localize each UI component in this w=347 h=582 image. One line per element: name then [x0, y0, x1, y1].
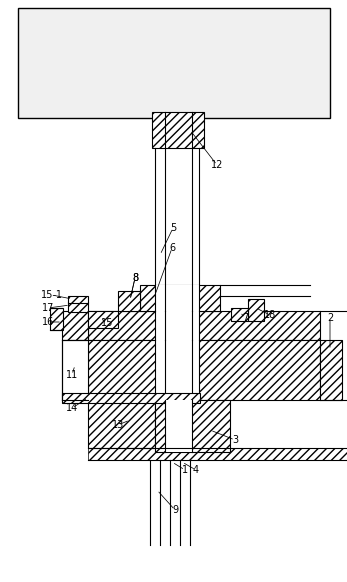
Bar: [50, 308, 63, 330]
Text: 12: 12: [211, 160, 223, 170]
Bar: [68, 296, 88, 303]
Text: 11: 11: [66, 370, 78, 380]
Bar: [62, 393, 200, 403]
Bar: [88, 340, 320, 400]
Bar: [88, 311, 118, 328]
Text: 4: 4: [193, 465, 199, 475]
Text: 6: 6: [169, 243, 175, 253]
Text: 7: 7: [242, 313, 248, 323]
Bar: [18, 8, 330, 118]
Text: 8: 8: [132, 273, 138, 283]
Text: 14: 14: [66, 403, 78, 413]
Bar: [320, 340, 342, 400]
Bar: [88, 311, 320, 340]
Bar: [165, 400, 192, 452]
Text: 15: 15: [101, 318, 113, 328]
Text: 2: 2: [327, 313, 333, 323]
Bar: [140, 285, 220, 311]
Bar: [231, 308, 248, 321]
Bar: [68, 302, 88, 312]
Bar: [248, 299, 264, 321]
Bar: [152, 112, 204, 148]
Bar: [155, 285, 199, 311]
Text: 17: 17: [42, 303, 54, 313]
Bar: [155, 340, 199, 400]
Bar: [62, 340, 88, 400]
Bar: [62, 311, 88, 340]
Bar: [118, 291, 140, 311]
Text: 18: 18: [264, 310, 276, 320]
Text: 3: 3: [232, 435, 238, 445]
Bar: [88, 448, 347, 460]
Text: 5: 5: [170, 223, 176, 233]
Text: 8: 8: [132, 273, 138, 283]
Text: 1: 1: [182, 465, 188, 475]
Text: 9: 9: [172, 505, 178, 515]
Text: 16: 16: [42, 317, 54, 327]
Bar: [155, 311, 199, 340]
Text: 13: 13: [112, 420, 124, 430]
Text: 15-1: 15-1: [41, 290, 63, 300]
Bar: [155, 400, 230, 452]
Bar: [88, 400, 155, 448]
